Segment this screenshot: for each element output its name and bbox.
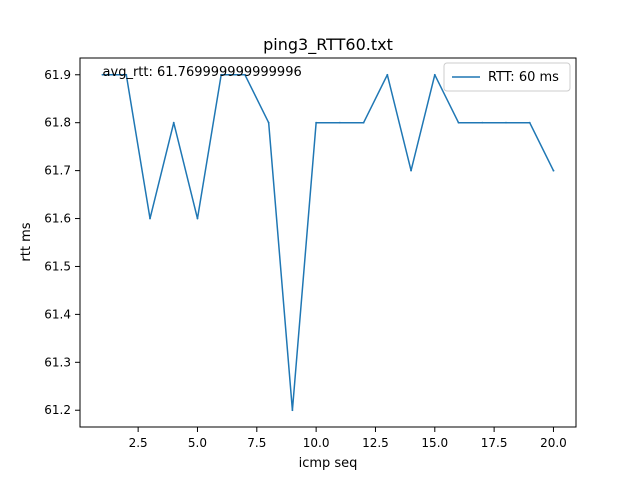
axes-layer: 2.5 5.0 7.5 10.0 12.5 15.0 17.5 20.0 61.2 61.3 61.…	[44, 57, 577, 450]
axes-frame	[79, 57, 577, 428]
y-tick-label: 61.9	[44, 68, 71, 82]
x-tick-label: 20.0	[540, 436, 567, 450]
data-point	[125, 73, 128, 76]
data-point	[386, 73, 389, 76]
chart-title: ping3_RTT60.txt	[263, 35, 393, 55]
plot-area	[80, 58, 576, 427]
data-point	[552, 169, 555, 172]
y-tick-label: 61.2	[44, 403, 71, 417]
annotation-layer: avg_rtt: 61.769999999999996	[103, 65, 302, 80]
data-point	[172, 121, 175, 124]
data-point	[244, 73, 246, 76]
series-layer	[101, 73, 555, 412]
data-point	[267, 121, 270, 124]
data-point	[505, 121, 507, 124]
x-tick-label: 15.0	[421, 436, 448, 450]
legend-label: RTT: 60 ms	[488, 70, 559, 85]
data-point	[220, 73, 223, 76]
data-point	[315, 121, 318, 124]
data-point	[338, 121, 341, 124]
data-point	[528, 121, 531, 124]
data-point	[101, 73, 104, 76]
y-tick-label: 61.8	[44, 116, 71, 130]
x-tick-label: 12.5	[362, 436, 389, 450]
plot-background	[80, 58, 576, 427]
data-point	[433, 73, 436, 76]
x-tick-label: 5.0	[188, 436, 207, 450]
y-tick-label: 61.7	[44, 164, 71, 178]
legend-box	[443, 62, 571, 92]
series-line-0	[101, 74, 555, 411]
data-point	[481, 121, 484, 124]
y-tick-label: 61.6	[44, 212, 71, 226]
avg-rtt-annotation: avg_rtt: 61.769999999999996	[103, 65, 302, 80]
y-tick-label: 61.3	[44, 355, 71, 369]
data-point	[410, 169, 412, 172]
y-axis-label: rtt ms	[19, 222, 34, 261]
data-point	[291, 409, 294, 412]
legend: RTT: 60 ms	[443, 62, 571, 92]
data-point	[149, 217, 151, 220]
data-point	[196, 217, 199, 220]
data-point	[362, 121, 365, 124]
x-axis-label: icmp seq	[299, 456, 358, 471]
data-point	[457, 121, 460, 124]
x-tick-label: 10.0	[303, 436, 330, 450]
x-tick-label: 17.5	[481, 436, 508, 450]
x-tick-label: 7.5	[247, 436, 266, 450]
y-tick-label: 61.4	[44, 307, 71, 321]
x-tick-label: 2.5	[129, 436, 148, 450]
y-tick-label: 61.5	[44, 259, 71, 273]
